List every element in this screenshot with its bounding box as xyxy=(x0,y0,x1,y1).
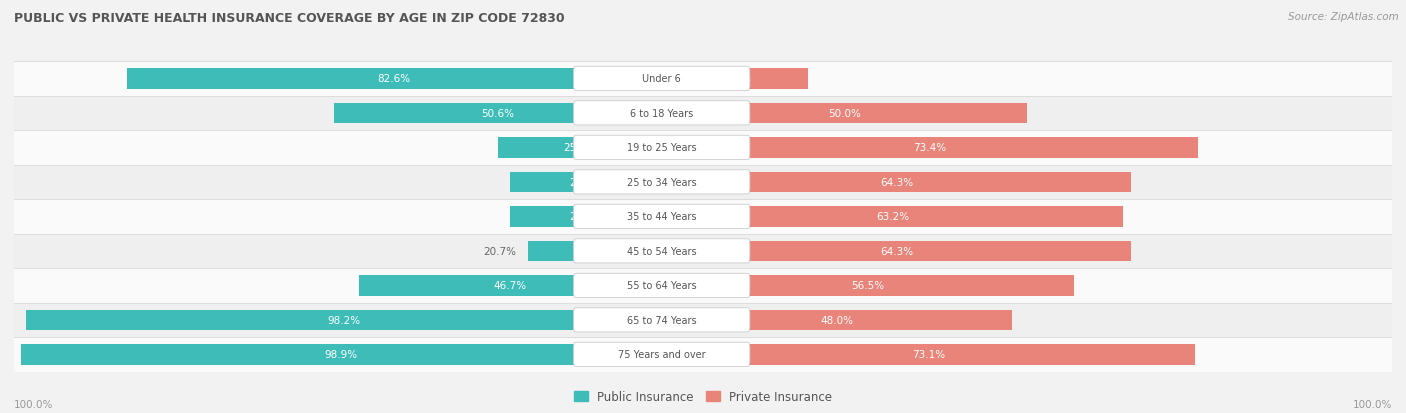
Text: 50.0%: 50.0% xyxy=(828,109,860,119)
Text: 25.3%: 25.3% xyxy=(564,143,596,153)
Text: 82.6%: 82.6% xyxy=(378,74,411,84)
Text: 20.7%: 20.7% xyxy=(484,246,516,256)
FancyBboxPatch shape xyxy=(662,69,807,90)
Text: 23.4%: 23.4% xyxy=(569,178,602,188)
FancyBboxPatch shape xyxy=(14,199,1392,234)
Text: 35 to 44 Years: 35 to 44 Years xyxy=(627,212,696,222)
FancyBboxPatch shape xyxy=(574,308,749,332)
Text: Under 6: Under 6 xyxy=(643,74,681,84)
FancyBboxPatch shape xyxy=(574,342,749,367)
FancyBboxPatch shape xyxy=(662,138,1198,158)
FancyBboxPatch shape xyxy=(335,103,662,124)
Text: Source: ZipAtlas.com: Source: ZipAtlas.com xyxy=(1288,12,1399,22)
Text: 98.2%: 98.2% xyxy=(328,315,360,325)
Text: 73.1%: 73.1% xyxy=(912,349,945,359)
FancyBboxPatch shape xyxy=(359,275,662,296)
FancyBboxPatch shape xyxy=(662,310,1012,330)
Text: 56.5%: 56.5% xyxy=(852,281,884,291)
FancyBboxPatch shape xyxy=(127,69,662,90)
Text: 25 to 34 Years: 25 to 34 Years xyxy=(627,178,696,188)
Text: 98.9%: 98.9% xyxy=(325,349,359,359)
FancyBboxPatch shape xyxy=(662,103,1026,124)
Text: 63.2%: 63.2% xyxy=(876,212,910,222)
FancyBboxPatch shape xyxy=(21,344,662,365)
Text: 23.4%: 23.4% xyxy=(569,212,602,222)
Text: 55 to 64 Years: 55 to 64 Years xyxy=(627,281,696,291)
Text: 48.0%: 48.0% xyxy=(821,315,853,325)
Text: 65 to 74 Years: 65 to 74 Years xyxy=(627,315,696,325)
FancyBboxPatch shape xyxy=(662,241,1132,261)
Text: 64.3%: 64.3% xyxy=(880,178,912,188)
FancyBboxPatch shape xyxy=(510,206,662,227)
Text: 6 to 18 Years: 6 to 18 Years xyxy=(630,109,693,119)
FancyBboxPatch shape xyxy=(574,274,749,298)
Legend: Public Insurance, Private Insurance: Public Insurance, Private Insurance xyxy=(574,390,832,403)
FancyBboxPatch shape xyxy=(574,205,749,229)
FancyBboxPatch shape xyxy=(14,234,1392,268)
FancyBboxPatch shape xyxy=(527,241,662,261)
Text: 50.6%: 50.6% xyxy=(481,109,515,119)
Text: 46.7%: 46.7% xyxy=(494,281,527,291)
Text: PUBLIC VS PRIVATE HEALTH INSURANCE COVERAGE BY AGE IN ZIP CODE 72830: PUBLIC VS PRIVATE HEALTH INSURANCE COVER… xyxy=(14,12,565,25)
FancyBboxPatch shape xyxy=(574,102,749,126)
Text: 19 to 25 Years: 19 to 25 Years xyxy=(627,143,696,153)
Text: 100.0%: 100.0% xyxy=(1353,399,1392,409)
Text: 20.0%: 20.0% xyxy=(718,74,751,84)
FancyBboxPatch shape xyxy=(574,136,749,160)
FancyBboxPatch shape xyxy=(14,337,1392,372)
Text: 45 to 54 Years: 45 to 54 Years xyxy=(627,246,696,256)
Text: 75 Years and over: 75 Years and over xyxy=(617,349,706,359)
FancyBboxPatch shape xyxy=(662,206,1123,227)
FancyBboxPatch shape xyxy=(662,275,1074,296)
FancyBboxPatch shape xyxy=(14,96,1392,131)
FancyBboxPatch shape xyxy=(14,268,1392,303)
FancyBboxPatch shape xyxy=(574,170,749,195)
FancyBboxPatch shape xyxy=(14,303,1392,337)
FancyBboxPatch shape xyxy=(574,239,749,263)
FancyBboxPatch shape xyxy=(510,172,662,193)
FancyBboxPatch shape xyxy=(498,138,662,158)
FancyBboxPatch shape xyxy=(14,62,1392,96)
Text: 73.4%: 73.4% xyxy=(912,143,946,153)
FancyBboxPatch shape xyxy=(14,165,1392,199)
Text: 64.3%: 64.3% xyxy=(880,246,912,256)
FancyBboxPatch shape xyxy=(25,310,662,330)
FancyBboxPatch shape xyxy=(14,131,1392,165)
FancyBboxPatch shape xyxy=(662,172,1132,193)
FancyBboxPatch shape xyxy=(662,344,1195,365)
FancyBboxPatch shape xyxy=(574,67,749,91)
Text: 100.0%: 100.0% xyxy=(14,399,53,409)
